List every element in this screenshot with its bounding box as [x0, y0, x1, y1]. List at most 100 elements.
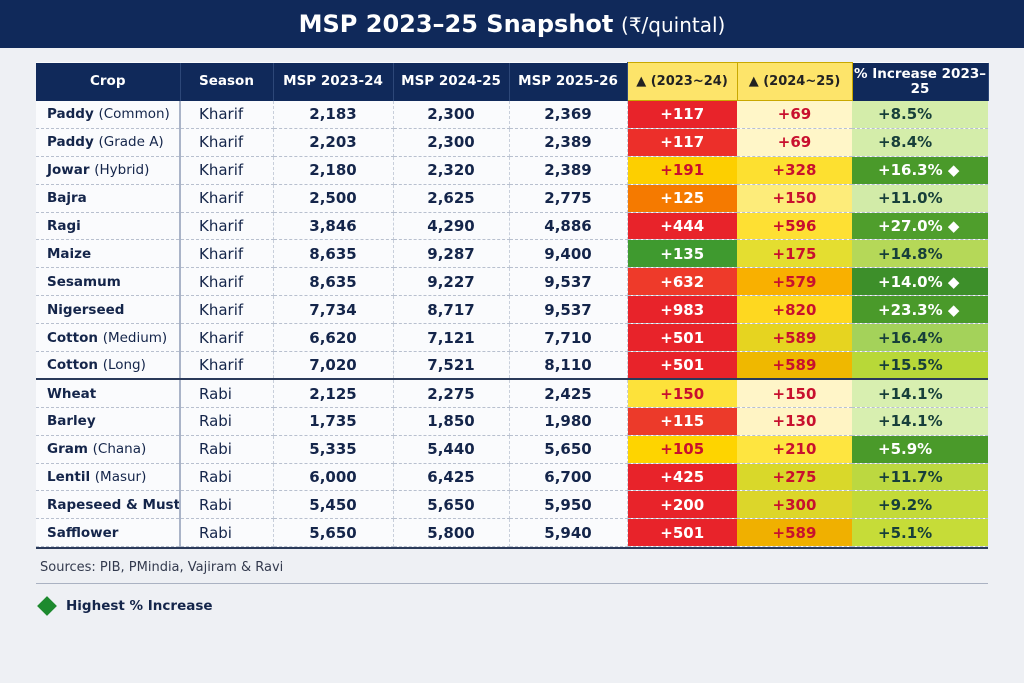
crop-name: Ragi [47, 218, 81, 234]
delta-2-cell: +175 [737, 239, 852, 269]
crop-name: Cotton [47, 357, 98, 374]
msp-2024-cell: 2,320 [393, 156, 510, 185]
pct-cell: +27.0% ◆ [852, 212, 988, 241]
crop-name: Jowar [47, 162, 90, 179]
msp-2024-cell: 8,717 [393, 295, 510, 325]
season-cell: Kharif [180, 323, 274, 353]
delta-1-cell: +501 [627, 323, 737, 353]
crop-cell: Bajra [36, 184, 181, 213]
table-row: Cotton (Medium) Kharif 6,620 7,121 7,710 +501… [36, 323, 988, 353]
divider [36, 583, 988, 584]
msp-2024-cell: 9,287 [393, 239, 510, 269]
pct-cell: +8.5% [852, 100, 988, 129]
pct-value: +23.3% [878, 300, 943, 319]
pct-cell: +14.8% [852, 239, 988, 269]
crop-cell: Ragi [36, 212, 181, 241]
table-row: Rapeseed & Mustard Rabi5,4505,6505,950+2… [36, 490, 988, 520]
header-msp-2024: MSP 2024-25 [393, 62, 510, 101]
delta-1-cell: +501 [627, 351, 737, 381]
pct-value: +5.1% [878, 523, 933, 542]
crop-cell: Jowar (Hybrid) [36, 156, 181, 185]
pct-cell: +5.1% [852, 518, 988, 548]
pct-cell: +14.0% ◆ [852, 267, 988, 297]
delta-2-cell: +596 [737, 212, 852, 241]
crop-name: Rapeseed & Mustard [47, 496, 180, 513]
pct-cell: +8.4% [852, 128, 988, 157]
crop-name: Lentil [47, 469, 91, 486]
msp-2023-cell: 6,000 [273, 463, 394, 492]
season-cell: Kharif [180, 156, 274, 185]
delta-1-cell: +117 [627, 128, 737, 157]
crop-cell: Barley [36, 407, 181, 436]
sources-note: Sources: PIB, PMindia, Vajiram & Ravi [40, 560, 284, 575]
crop-variety: (Hybrid) [94, 162, 150, 179]
delta-2-cell: +589 [737, 518, 852, 548]
delta-1-cell: +632 [627, 267, 737, 297]
pct-value: +14.1% [878, 412, 943, 431]
table-row: Ragi Kharif 3,846 4,290 4,886 +444 +596 +27.0%… [36, 212, 988, 241]
season-cell: Rabi [180, 463, 274, 492]
header-row: Crop Season MSP 2023-24 MSP 2024-25 MSP … [36, 62, 989, 101]
pct-cell: +15.5% [852, 351, 988, 381]
header-msp-2025: MSP 2025-26 [509, 62, 628, 101]
header-delta-2: ▲ (2024~25) [736, 62, 853, 101]
delta-2-cell: +328 [737, 156, 852, 185]
delta-1-cell: +105 [627, 435, 737, 464]
delta-2-cell: +69 [737, 100, 852, 129]
msp-2024-cell: 5,650 [393, 490, 510, 520]
crop-name: Wheat [47, 385, 97, 402]
pct-value: +15.5% [878, 356, 943, 375]
table-row: Sesamum Kharif 8,635 9,227 9,537 +632 +579 +14… [36, 267, 988, 297]
crop-variety: (Chana) [92, 441, 147, 458]
table-row: Cotton (Long) Kharif 7,020 7,521 8,110 +501 +5… [36, 351, 988, 381]
delta-2-cell: +69 [737, 128, 852, 157]
msp-2024-cell: 6,425 [393, 463, 510, 492]
table-row: Bajra Kharif 2,500 2,625 2,775 +125 +150 +11.0… [36, 184, 988, 213]
msp-2025-cell: 5,650 [509, 435, 628, 464]
pct-value: +27.0% [878, 217, 943, 235]
msp-2023-cell: 2,125 [273, 379, 394, 408]
crop-name: Safflower [47, 524, 119, 541]
legend: Highest % Increase [37, 596, 213, 616]
pct-value: +11.7% [878, 468, 943, 487]
delta-2-cell: +150 [737, 184, 852, 213]
table-row: Barley Rabi 1,735 1,850 1,980 +115 +130 +14.1% [36, 407, 988, 436]
diamond-icon: ◆ [947, 161, 960, 180]
msp-2025-cell: 4,886 [509, 212, 628, 241]
table-row: Paddy (Grade A) Kharif 2,203 2,300 2,389 +117… [36, 128, 988, 157]
delta-1-cell: +150 [627, 379, 737, 408]
crop-cell: Maize [36, 239, 181, 269]
crop-name: Bajra [47, 190, 87, 207]
crop-name: Gram [47, 441, 88, 458]
msp-2025-cell: 1,980 [509, 407, 628, 436]
delta-2-cell: +300 [737, 490, 852, 520]
crop-cell: Nigerseed [36, 295, 181, 325]
table-row: Wheat Rabi 2,125 2,275 2,425 +150 +150 +14.1% [36, 379, 988, 408]
pct-value: +8.4% [878, 133, 933, 152]
crop-variety: (Grade A) [98, 134, 164, 151]
header-msp-2023: MSP 2023-24 [273, 62, 394, 101]
delta-1-cell: +444 [627, 212, 737, 241]
crop-cell: Wheat [36, 379, 181, 408]
crop-name: Paddy [47, 106, 94, 123]
pct-cell: +14.1% [852, 379, 988, 408]
msp-2023-cell: 8,635 [273, 267, 394, 297]
delta-1-cell: +983 [627, 295, 737, 325]
msp-2023-cell: 1,735 [273, 407, 394, 436]
msp-2024-cell: 4,290 [393, 212, 510, 241]
pct-cell: +5.9% [852, 435, 988, 464]
msp-2024-cell: 2,300 [393, 100, 510, 129]
delta-2-cell: +275 [737, 463, 852, 492]
season-cell: Kharif [180, 267, 274, 297]
msp-2025-cell: 9,537 [509, 267, 628, 297]
crop-variety: (Medium) [102, 329, 168, 346]
pct-cell: +23.3% ◆ [852, 295, 988, 325]
crop-cell: Gram (Chana) [36, 435, 181, 464]
msp-2025-cell: 2,389 [509, 128, 628, 157]
table-row: Lentil (Masur) Rabi 6,000 6,425 6,700 +425 +27… [36, 463, 988, 492]
crop-name: Maize [47, 245, 92, 262]
table-row: Safflower Rabi 5,650 5,800 5,940 +501 +589 +5.… [36, 518, 988, 548]
msp-2023-cell: 3,846 [273, 212, 394, 241]
season-cell: Rabi [180, 435, 274, 464]
table-row: Nigerseed Kharif 7,734 8,717 9,537 +983 +820 +… [36, 295, 988, 325]
